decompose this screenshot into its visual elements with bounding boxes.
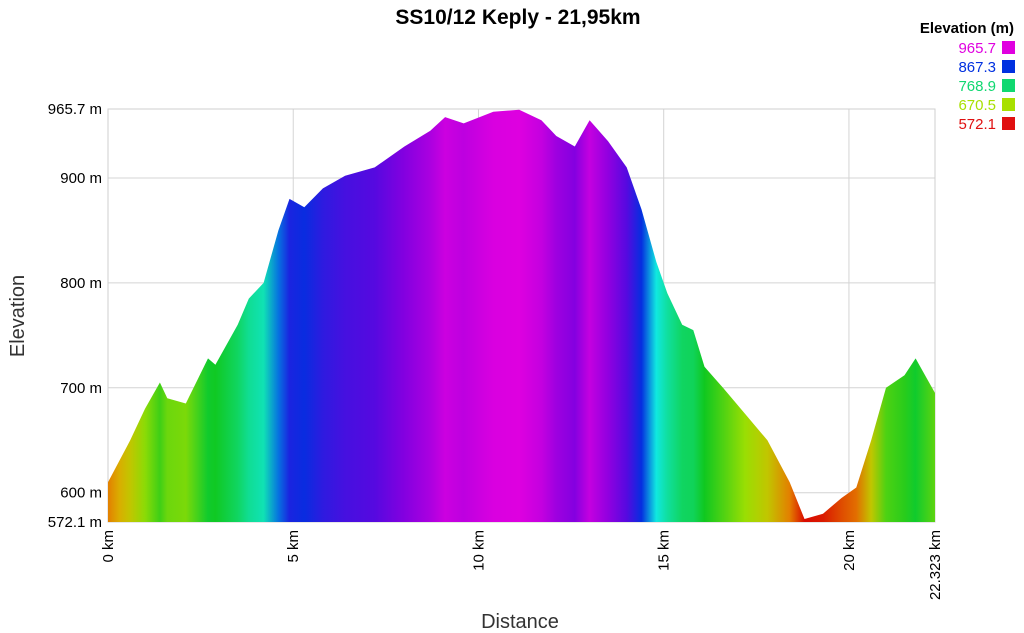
- y-tick-label: 572.1 m: [48, 514, 102, 531]
- x-axis-ticks: 0 km 5 km 10 km 15 km 20 km 22.323 km: [100, 530, 944, 600]
- y-axis-title: Elevation: [7, 275, 29, 357]
- y-tick-label: 965.7 m: [48, 101, 102, 118]
- legend-swatch: [1002, 60, 1015, 73]
- x-tick-label: 20 km: [841, 530, 858, 571]
- elevation-area: [108, 109, 935, 522]
- legend-entry-label: 670.5: [958, 97, 996, 114]
- y-tick-label: 900 m: [60, 170, 102, 187]
- legend: Elevation (m) 965.7 867.3 768.9 670.5 572.1: [920, 20, 1015, 133]
- legend-entry-label: 768.9: [958, 78, 996, 95]
- x-tick-label: 10 km: [470, 530, 487, 571]
- y-tick-label: 700 m: [60, 380, 102, 397]
- legend-title: Elevation (m): [920, 20, 1014, 37]
- y-axis-ticks: 572.1 m 600 m 700 m 800 m 900 m 965.7 m: [48, 101, 102, 531]
- y-tick-label: 800 m: [60, 275, 102, 292]
- x-axis-title: Distance: [481, 611, 559, 633]
- legend-swatch: [1002, 79, 1015, 92]
- legend-entry-label: 867.3: [958, 59, 996, 76]
- legend-entry-label: 965.7: [958, 40, 996, 57]
- legend-entries: 965.7 867.3 768.9 670.5 572.1: [958, 40, 1015, 133]
- x-tick-label: 15 km: [656, 530, 673, 571]
- chart-title: SS10/12 Keply - 21,95km: [395, 6, 640, 29]
- x-tick-label: 22.323 km: [927, 530, 944, 600]
- legend-swatch: [1002, 41, 1015, 54]
- elevation-area-fill: [108, 109, 935, 522]
- y-tick-label: 600 m: [60, 485, 102, 502]
- legend-entry-label: 572.1: [958, 116, 996, 133]
- x-tick-label: 0 km: [100, 530, 117, 563]
- legend-swatch: [1002, 117, 1015, 130]
- legend-swatch: [1002, 98, 1015, 111]
- x-tick-label: 5 km: [285, 530, 302, 563]
